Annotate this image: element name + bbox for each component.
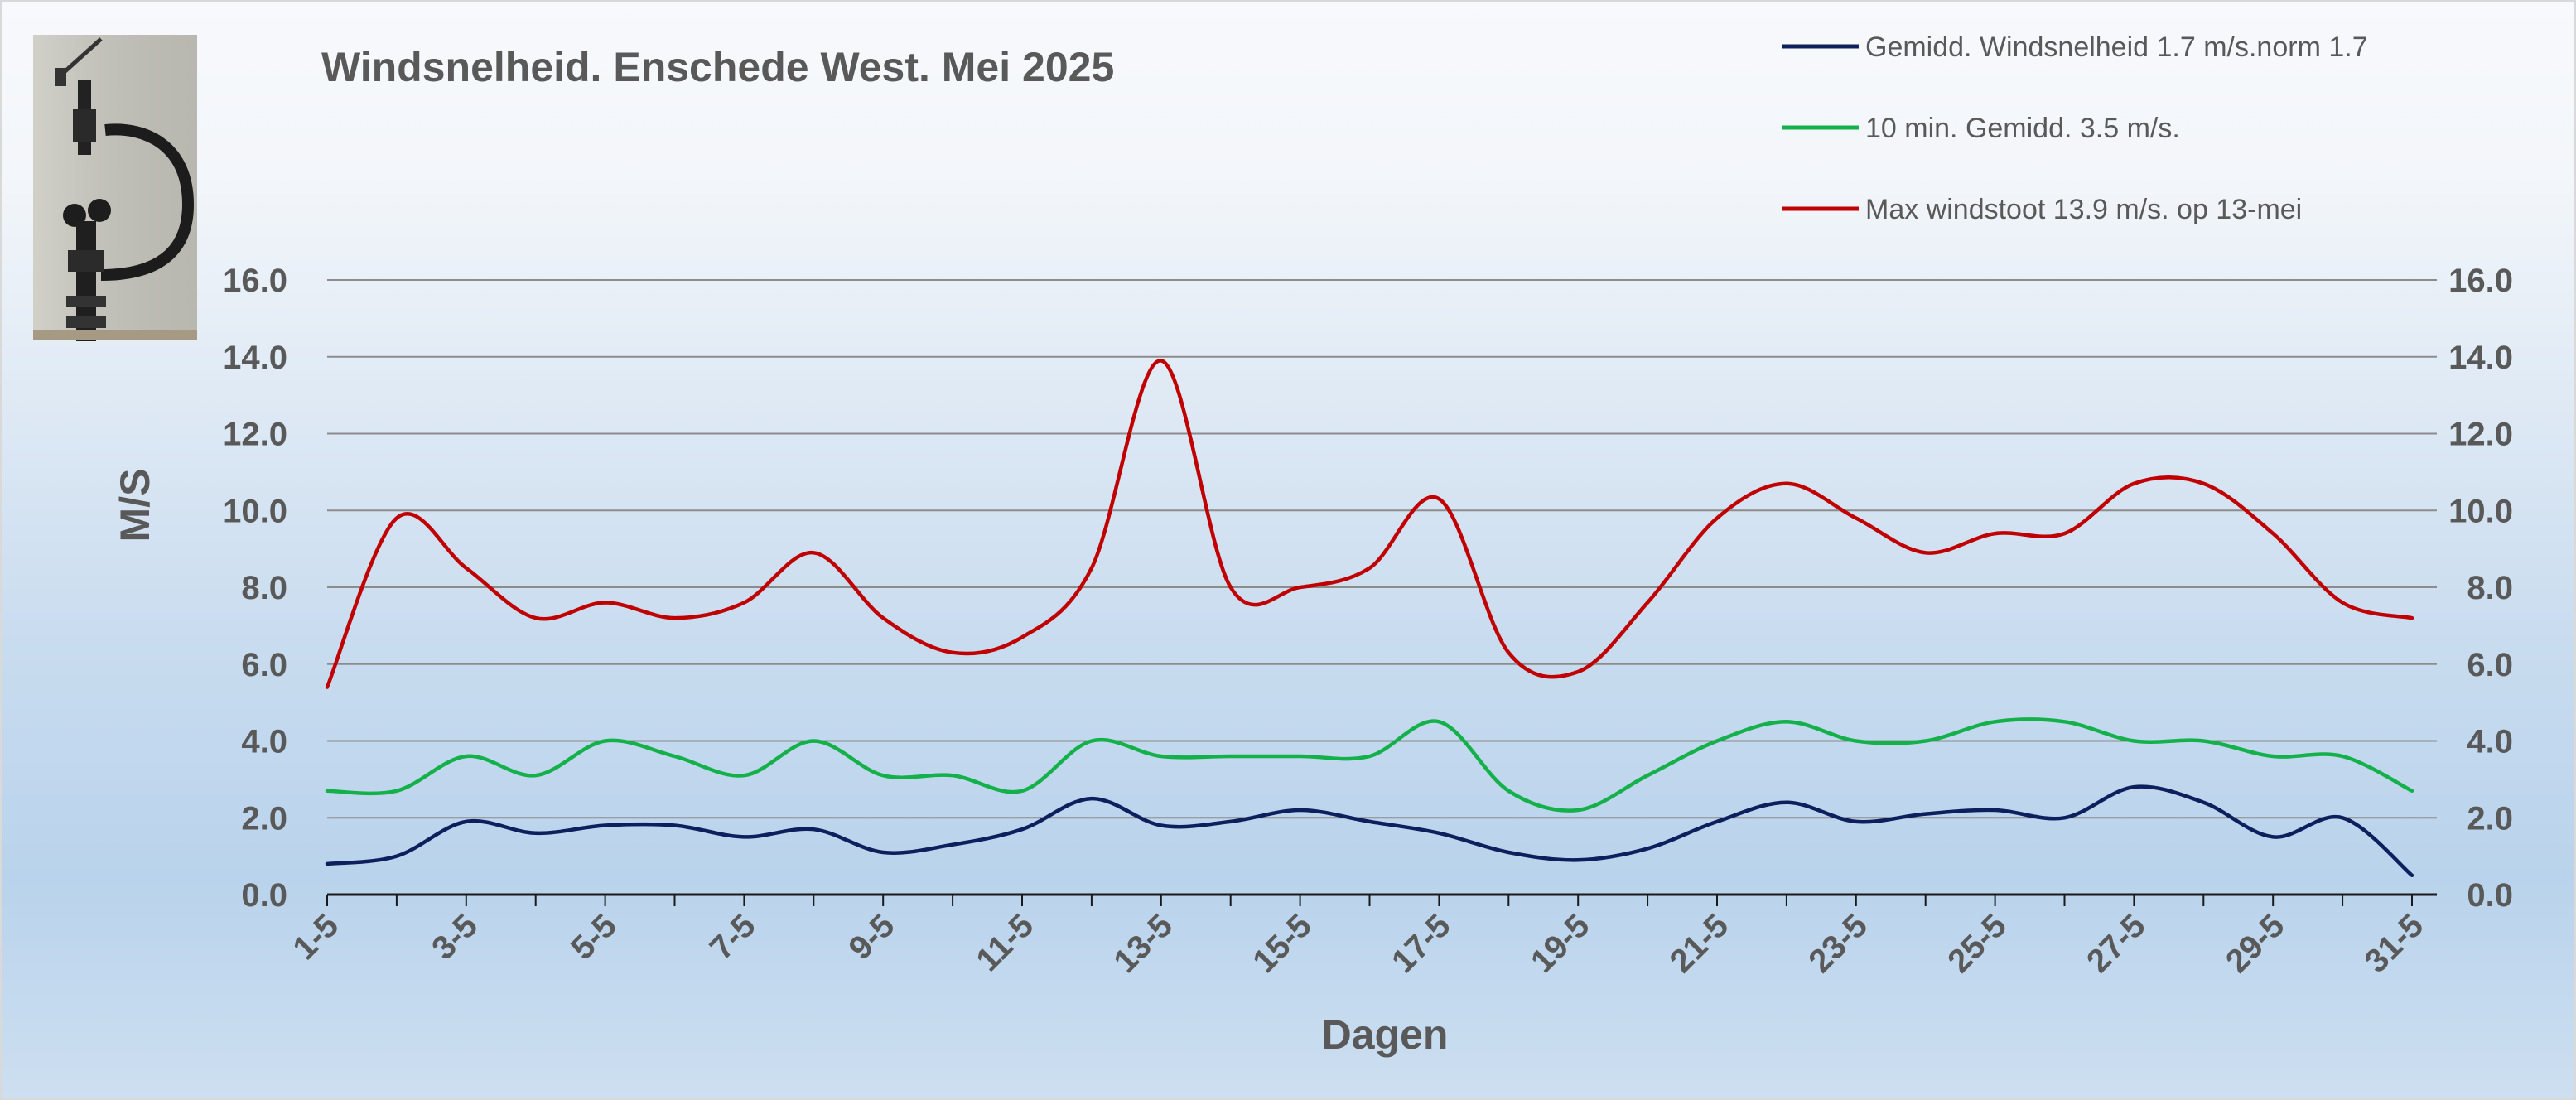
y-tick-label-right: 4.0 [2467, 724, 2513, 760]
y-axis-right: 0.0 2.0 4.0 6.0 8.0 10.0 12.0 14.0 16.0 [2448, 263, 2513, 914]
y-tick-label-right: 14.0 [2448, 340, 2513, 376]
x-axis-title: Dagen [1322, 1011, 1449, 1058]
x-tick-label: 19-5 [1524, 907, 1597, 980]
x-tick-label: 13-5 [1107, 907, 1179, 980]
x-axis: 1-5 3-5 5-5 7-5 9-5 11-5 13-5 15-5 17-5 19-5 21-5 2… [286, 895, 2430, 980]
x-tick-label: 29-5 [2219, 907, 2292, 980]
x-tick-label: 21-5 [1663, 907, 1736, 980]
y-tick-label-left: 10.0 [223, 493, 287, 529]
y-tick-label-right: 12.0 [2448, 417, 2513, 453]
legend: Gemidd. Windsnelheid 1.7 m/s.norm 1.7 10 … [1782, 31, 2368, 225]
x-tick-label: 9-5 [842, 907, 902, 967]
anemometer-photo [33, 35, 197, 341]
y-tick-label-right: 6.0 [2467, 647, 2513, 683]
y-tick-label-left: 0.0 [241, 877, 287, 914]
y-tick-label-left: 8.0 [241, 570, 287, 606]
legend-label-1: Gemidd. Windsnelheid 1.7 m/s.norm 1.7 [1865, 31, 2368, 63]
y-tick-label-right: 10.0 [2448, 493, 2513, 529]
x-tick-label: 7-5 [703, 907, 763, 967]
y-tick-label-right: 2.0 [2467, 800, 2513, 837]
y-axis-title: M/S [112, 469, 158, 543]
y-tick-label-right: 8.0 [2467, 570, 2513, 606]
y-tick-label-left: 14.0 [223, 340, 287, 376]
x-tick-label: 17-5 [1385, 907, 1458, 980]
x-tick-label: 11-5 [969, 907, 1040, 978]
x-tick-label: 25-5 [1941, 907, 2014, 980]
x-tick-label: 15-5 [1246, 907, 1319, 980]
chart-title: Windsnelheid. Enschede West. Mei 2025 [321, 44, 1114, 90]
x-tick-label: 27-5 [2080, 907, 2153, 980]
x-tick-label: 31-5 [2358, 907, 2431, 980]
y-tick-label-right: 16.0 [2448, 263, 2513, 299]
series-lines [325, 359, 2414, 878]
x-tick-label: 5-5 [564, 907, 624, 967]
y-tick-label-left: 4.0 [241, 724, 287, 760]
legend-label-3: Max windstoot 13.9 m/s. op 13-mei [1865, 194, 2302, 225]
y-tick-label-left: 2.0 [241, 800, 287, 837]
y-axis-left: 0.0 2.0 4.0 6.0 8.0 10.0 12.0 14.0 16.0 [223, 263, 287, 914]
series-line-2 [325, 717, 2414, 813]
gridlines [327, 279, 2437, 896]
y-tick-label-right: 0.0 [2467, 877, 2513, 914]
x-tick-label: 3-5 [425, 907, 485, 967]
y-tick-label-left: 6.0 [241, 647, 287, 683]
series-line-1 [325, 784, 2414, 878]
y-tick-label-left: 16.0 [223, 263, 287, 299]
legend-label-2: 10 min. Gemidd. 3.5 m/s. [1865, 113, 2180, 144]
x-tick-label: 23-5 [1802, 907, 1874, 980]
x-tick-label: 1-5 [286, 907, 345, 967]
series-line-3 [325, 359, 2414, 689]
y-tick-label-left: 12.0 [223, 417, 287, 453]
